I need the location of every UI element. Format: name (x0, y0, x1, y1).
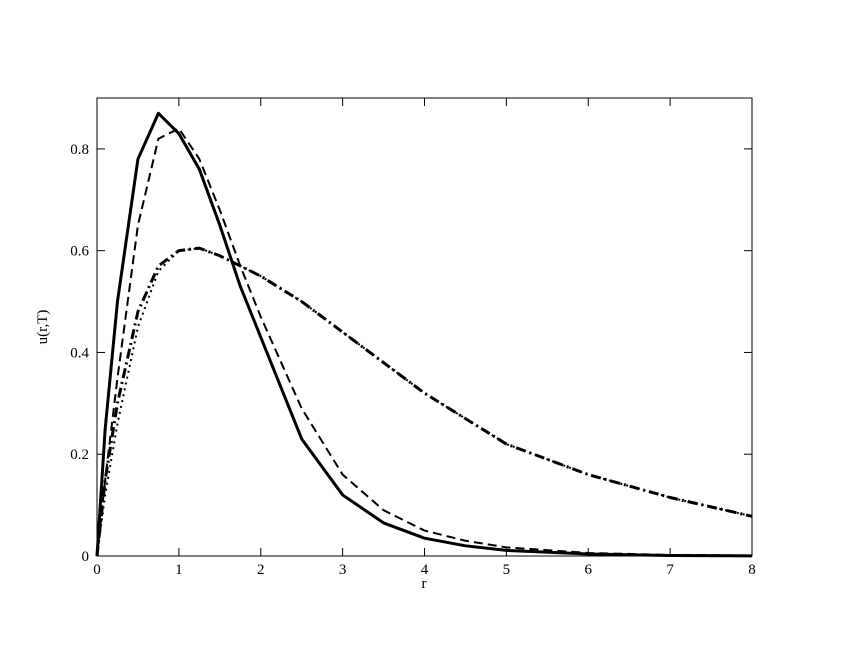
x-tick-label: 1 (175, 562, 183, 578)
x-tick-label: 7 (666, 562, 674, 578)
x-tick-label: 6 (585, 562, 593, 578)
x-tick-label: 3 (339, 562, 347, 578)
data-line (96, 247, 753, 557)
y-tick-label: 0.6 (70, 244, 89, 260)
y-axis-label: u(r,T) (35, 310, 51, 345)
x-tick-label: 0 (93, 562, 101, 578)
data-line (95, 111, 753, 558)
plot-frame (96, 97, 753, 557)
y-tick-label: 0.2 (70, 447, 89, 463)
y-tick-label: 0 (82, 549, 90, 565)
x-tick-label: 8 (748, 562, 756, 578)
x-axis-label: r (422, 576, 427, 592)
y-tick-label: 0.8 (70, 142, 89, 158)
data-line (96, 127, 753, 557)
data-line (95, 246, 753, 557)
y-tick-label: 0.4 (70, 345, 89, 361)
x-tick-label: 4 (421, 562, 429, 578)
x-tick-label: 2 (257, 562, 265, 578)
x-tick-label: 5 (503, 562, 511, 578)
